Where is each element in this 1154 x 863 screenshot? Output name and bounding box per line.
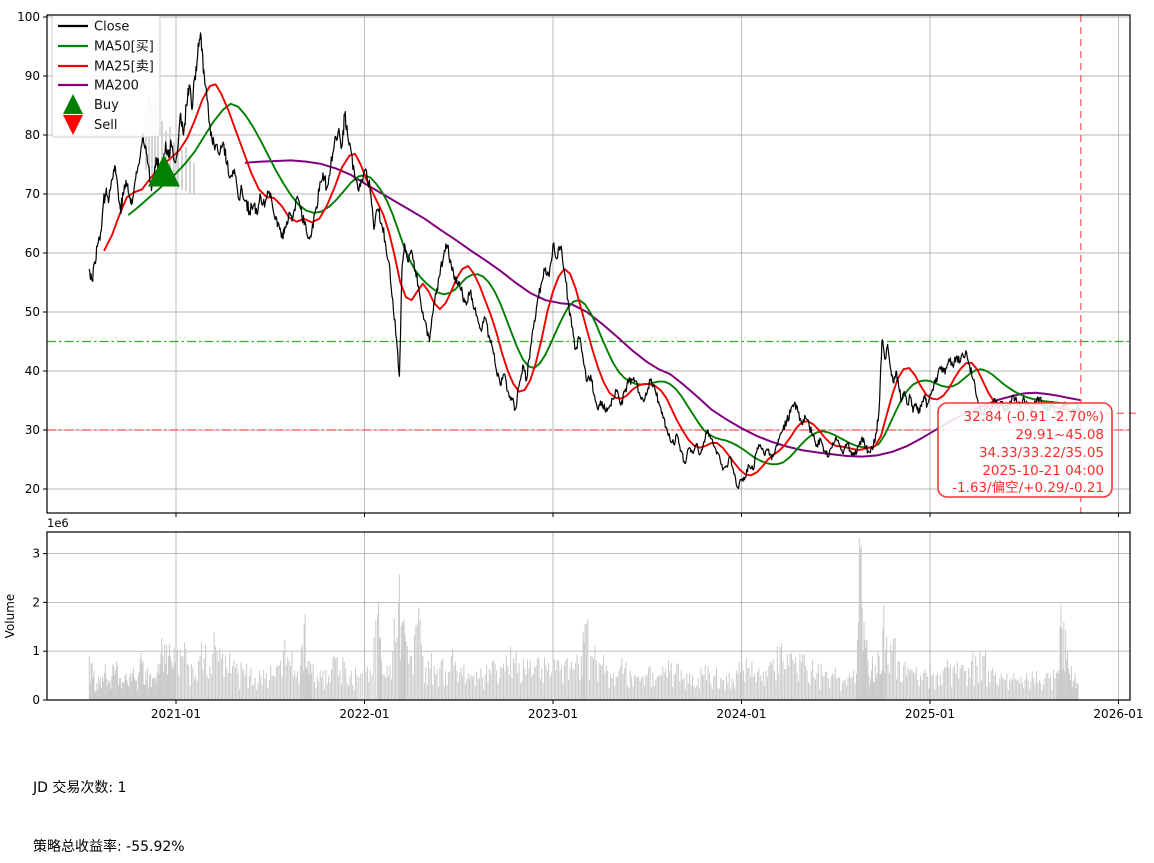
legend-label: Close [94, 20, 129, 35]
annotation-line-bias: -1.63/偏空/+0.29/-0.21 [952, 480, 1104, 496]
legend-label: MA50[买] [94, 40, 154, 55]
volume-tick-label: 3 [32, 547, 40, 561]
price-tick-label: 30 [25, 423, 40, 437]
price-tick-label: 90 [25, 69, 40, 83]
annotation-line-datetime: 2025-10-21 04:00 [982, 463, 1104, 479]
volume-tick-label: 2 [32, 595, 40, 609]
legend: Close MA50[买] MA25[卖] MA200 Buy Sell [51, 14, 161, 138]
sell-legend-marker [63, 115, 83, 135]
buy-legend-marker [63, 94, 83, 114]
threshold-lines [47, 340, 1130, 431]
date-tick-label: 2025-01 [905, 707, 955, 721]
series-ma50买 [127, 102, 1082, 466]
strategy-return-line: 策略总收益率: -55.92% [33, 838, 185, 855]
buy-marker-triangle [147, 154, 180, 187]
volume-bars [88, 538, 1079, 700]
strategy-summary: JD 交易次数: 1 策略总收益率: -55.92% 长期持有收益: -55.9… [33, 740, 491, 863]
volume-tick-label: 1 [32, 644, 40, 658]
price-tick-label: 40 [25, 364, 40, 378]
price-annotation-box: 32.84 (-0.91 -2.70%) 29.91~45.08 34.33/3… [937, 402, 1113, 498]
annotation-line-range: 29.91~45.08 [1015, 427, 1104, 443]
legend-label: MA25[卖] [94, 60, 154, 75]
legend-label: MA200 [94, 79, 139, 94]
price-tick-label: 100 [17, 10, 40, 24]
trade-count-line: JD 交易次数: 1 [33, 780, 127, 797]
price-panel-frame [46, 14, 1131, 514]
volume-offset-label: 1e6 [47, 516, 69, 530]
volume-panel-frame [46, 531, 1131, 701]
trade-markers [147, 154, 180, 187]
volume-axis-label: Volume [3, 594, 17, 639]
legend-label: Buy [94, 98, 119, 113]
date-tick-label: 2023-01 [528, 707, 578, 721]
price-tick-label: 70 [25, 187, 40, 201]
axes: 100 90 80 70 60 50 40 30 20 0 1 2 3 2021-01 2022-01 202… [3, 10, 1144, 721]
price-tick-label: 50 [25, 305, 40, 319]
date-tick-label: 2026-01 [1093, 707, 1143, 721]
price-tick-label: 80 [25, 128, 40, 142]
annotation-line-price: 32.84 (-0.91 -2.70%) [964, 409, 1104, 425]
series-close [88, 32, 1082, 490]
series-ma25卖 [103, 83, 1082, 477]
price-series-lines [88, 32, 1082, 490]
price-tick-label: 60 [25, 246, 40, 260]
annotation-frame [937, 402, 1113, 498]
legend-label: Sell [94, 118, 117, 133]
date-tick-label: 2021-01 [151, 707, 201, 721]
date-tick-label: 2024-01 [716, 707, 766, 721]
volume-tick-label: 0 [32, 693, 40, 707]
date-tick-label: 2022-01 [339, 707, 389, 721]
price-tick-label: 20 [25, 482, 40, 496]
annotation-line-ma: 34.33/33.22/35.05 [979, 445, 1104, 461]
